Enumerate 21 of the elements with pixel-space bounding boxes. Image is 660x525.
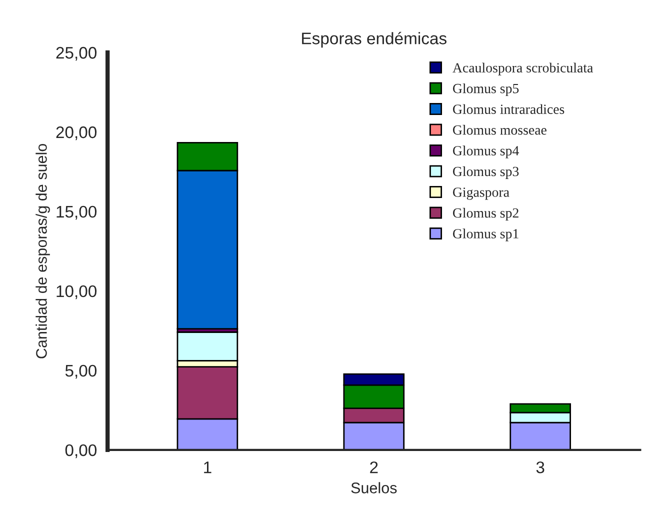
y-tick-label: 25,00 [56,46,97,61]
legend-label: Glomus sp5 [453,83,519,96]
legend-label: Gigaspora [453,188,510,200]
y-tick-label: 15,00 [56,206,97,220]
legend-label: Acaulospora scrobiculata [452,62,593,76]
x-axis-title: Suelos [351,482,397,494]
legend-label: Glomus sp3 [453,166,519,179]
y-tick-label: 20,00 [56,126,97,140]
x-tick-label: 2 [370,461,378,474]
y-tick-label: 10,00 [56,285,97,300]
x-tick-label: 3 [536,461,544,474]
legend-label: Glomus sp2 [453,208,518,221]
y-tick-label: 0,00 [65,444,97,458]
legend-label: Glomus mosseae [453,124,546,135]
y-axis-title: Cantidad de esporas/g de suelo [36,144,50,358]
legend-label: Glomus sp4 [453,146,519,158]
legend-label: Glomus sp1 [453,228,518,242]
x-tick-label: 1 [204,462,212,474]
y-tick-label: 5,00 [65,364,97,379]
legend-label: Glomus intraradices [453,104,564,114]
chart-title: Esporas endémicas [302,32,446,48]
